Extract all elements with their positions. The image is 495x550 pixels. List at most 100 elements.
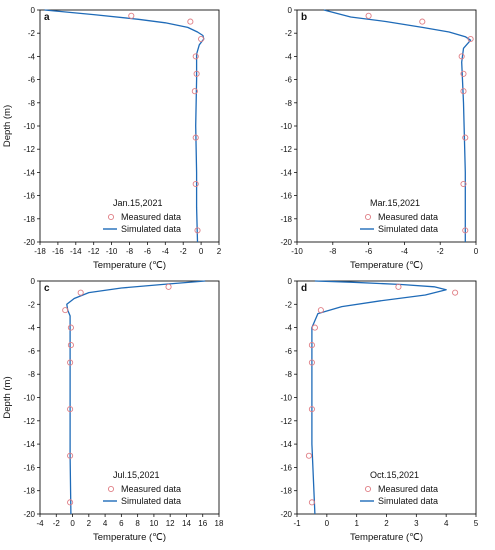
- measured-data-point: [462, 134, 469, 141]
- y-tick-label: -14: [280, 168, 292, 177]
- measured-data-point: [67, 452, 74, 459]
- y-tick-label: -16: [23, 192, 35, 201]
- measured-data-point: [194, 227, 201, 234]
- y-tick-label: -14: [23, 168, 35, 177]
- x-tick-label: 6: [119, 519, 124, 528]
- x-tick-label: 4: [103, 519, 108, 528]
- measured-data-point: [191, 88, 198, 95]
- x-tick-label: -4: [162, 247, 170, 256]
- y-tick-label: -6: [28, 76, 36, 85]
- measured-data-point: [419, 18, 426, 25]
- y-tick-label: -8: [28, 370, 36, 379]
- legend-measured-label: Measured data: [121, 212, 181, 222]
- x-tick-label: -2: [53, 519, 61, 528]
- y-tick-label: 0: [288, 277, 293, 286]
- y-tick-label: -4: [28, 52, 36, 61]
- measured-data-point: [67, 499, 74, 506]
- legend-simulated-label: Simulated data: [121, 224, 181, 234]
- x-axis-label: Temperature (℃): [93, 532, 166, 543]
- x-tick-label: -14: [70, 247, 82, 256]
- y-tick-label: -12: [280, 417, 292, 426]
- panel-letter: c: [44, 283, 50, 294]
- y-tick-label: -4: [285, 52, 293, 61]
- x-tick-label: 0: [325, 519, 330, 528]
- y-tick-label: -20: [23, 510, 35, 519]
- y-tick-label: -10: [280, 394, 292, 403]
- y-tick-label: -10: [23, 394, 35, 403]
- panel-c: -4 -2 0 2 4 6 8 10 12 14 16 180-2-4-6-8-10-12-14-16…: [2, 277, 224, 543]
- y-tick-label: -12: [23, 417, 35, 426]
- x-tick-label: -6: [144, 247, 152, 256]
- legend-measured-marker: [364, 213, 372, 221]
- x-tick-label: 0: [70, 519, 75, 528]
- measured-data-point: [128, 12, 135, 19]
- measured-data-point: [192, 53, 199, 60]
- y-tick-label: -4: [285, 324, 293, 333]
- panel-letter: a: [44, 12, 50, 23]
- x-tick-label: 2: [384, 519, 389, 528]
- legend-date: Oct.15,2021: [370, 470, 419, 480]
- x-axis-label: Temperature (℃): [350, 260, 423, 271]
- measured-data-point: [67, 406, 74, 413]
- measured-data-point: [308, 499, 315, 506]
- x-tick-label: -10: [106, 247, 118, 256]
- measured-data-point: [67, 342, 74, 349]
- y-axis-label: Depth (m): [2, 376, 13, 418]
- y-tick-label: -12: [23, 145, 35, 154]
- y-tick-label: -6: [285, 347, 293, 356]
- measured-data-point: [305, 452, 312, 459]
- measured-data-point: [460, 70, 467, 77]
- y-tick-label: -6: [285, 76, 293, 85]
- y-tick-label: -18: [280, 215, 292, 224]
- y-tick-label: -10: [23, 122, 35, 131]
- measured-data-point: [317, 307, 324, 314]
- measured-data-point: [365, 12, 372, 19]
- measured-data-point: [462, 227, 469, 234]
- measured-data-point: [458, 53, 465, 60]
- measured-data-point: [452, 289, 459, 296]
- x-tick-label: -12: [88, 247, 100, 256]
- measured-data-point: [308, 342, 315, 349]
- y-tick-label: -16: [280, 463, 292, 472]
- y-tick-label: -4: [28, 324, 36, 333]
- panel-letter: b: [301, 12, 307, 23]
- legend-simulated-label: Simulated data: [121, 496, 181, 506]
- measured-data-point: [187, 18, 194, 25]
- simulated-data-line: [66, 280, 206, 515]
- y-tick-label: 0: [31, 277, 36, 286]
- y-tick-label: -2: [285, 300, 293, 309]
- panel-letter: d: [301, 283, 307, 294]
- x-tick-label: -2: [437, 247, 445, 256]
- legend-measured-label: Measured data: [121, 484, 181, 494]
- x-tick-label: 14: [182, 519, 191, 528]
- y-tick-label: -2: [285, 29, 293, 38]
- x-tick-label: -18: [34, 247, 46, 256]
- measured-data-point: [311, 324, 318, 331]
- y-tick-label: -12: [280, 145, 292, 154]
- measured-data-point: [67, 324, 74, 331]
- y-tick-label: -18: [23, 487, 35, 496]
- x-tick-label: 0: [474, 247, 479, 256]
- panel-d: -1 0 1 2 3 4 50-2-4-6-8-10-12-14-16-18-20Tempe…: [280, 277, 478, 543]
- legend-measured-marker: [364, 485, 372, 493]
- x-axis-label: Temperature (℃): [93, 260, 166, 271]
- measured-data-point: [467, 35, 474, 43]
- measured-data-point: [308, 406, 315, 413]
- x-tick-label: 5: [474, 519, 479, 528]
- legend-date: Mar.15,2021: [370, 198, 420, 208]
- measured-data-point: [193, 70, 200, 77]
- measured-data-point: [460, 180, 467, 188]
- x-tick-label: -16: [52, 247, 64, 256]
- y-tick-label: -8: [285, 99, 293, 108]
- legend-date: Jul.15,2021: [113, 470, 160, 480]
- y-tick-label: -18: [280, 487, 292, 496]
- x-tick-label: 2: [217, 247, 222, 256]
- x-tick-label: 8: [135, 519, 140, 528]
- y-tick-label: -8: [28, 99, 36, 108]
- x-axis-label: Temperature (℃): [350, 532, 423, 543]
- x-tick-label: -2: [180, 247, 188, 256]
- y-tick-label: -20: [280, 510, 292, 519]
- legend-measured-marker: [107, 485, 115, 493]
- y-tick-label: -16: [280, 192, 292, 201]
